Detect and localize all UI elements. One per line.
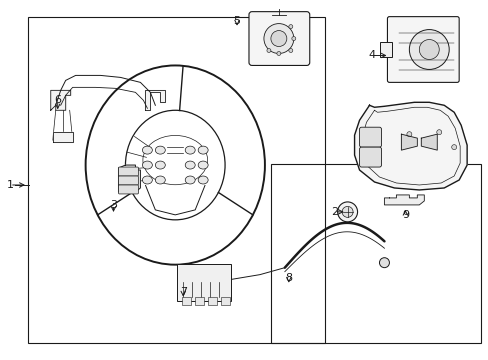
Circle shape	[276, 51, 280, 55]
Circle shape	[264, 24, 293, 54]
Text: 2: 2	[330, 207, 338, 217]
Circle shape	[337, 202, 357, 222]
Ellipse shape	[155, 146, 165, 154]
Polygon shape	[354, 102, 466, 190]
Polygon shape	[421, 134, 436, 150]
Circle shape	[406, 132, 411, 137]
FancyBboxPatch shape	[359, 147, 381, 167]
FancyBboxPatch shape	[182, 297, 190, 305]
Ellipse shape	[142, 161, 152, 169]
Ellipse shape	[185, 146, 195, 154]
FancyBboxPatch shape	[118, 167, 138, 176]
FancyBboxPatch shape	[118, 185, 138, 194]
Circle shape	[451, 145, 456, 150]
Ellipse shape	[198, 161, 208, 169]
FancyBboxPatch shape	[194, 297, 203, 305]
FancyBboxPatch shape	[359, 127, 381, 147]
Circle shape	[342, 206, 352, 217]
Text: 7: 7	[179, 287, 186, 297]
Circle shape	[288, 49, 292, 53]
Circle shape	[408, 30, 448, 69]
Text: 3: 3	[110, 200, 117, 210]
Ellipse shape	[142, 146, 152, 154]
Ellipse shape	[198, 176, 208, 184]
FancyBboxPatch shape	[248, 12, 309, 66]
Circle shape	[270, 31, 286, 46]
Circle shape	[419, 40, 438, 59]
Circle shape	[379, 258, 388, 268]
Text: 8: 8	[285, 273, 292, 283]
Text: 6: 6	[54, 95, 61, 105]
Polygon shape	[401, 134, 416, 150]
FancyBboxPatch shape	[380, 41, 392, 58]
Circle shape	[266, 49, 270, 53]
Ellipse shape	[185, 176, 195, 184]
Polygon shape	[145, 90, 165, 110]
Text: 4: 4	[367, 50, 374, 60]
FancyBboxPatch shape	[118, 176, 138, 185]
Text: 5: 5	[233, 15, 240, 26]
Ellipse shape	[155, 176, 165, 184]
Polygon shape	[384, 195, 424, 205]
Polygon shape	[118, 165, 140, 192]
Text: 1: 1	[6, 180, 13, 190]
Circle shape	[436, 130, 441, 135]
Ellipse shape	[155, 161, 165, 169]
Circle shape	[288, 24, 292, 28]
Polygon shape	[51, 90, 71, 110]
FancyBboxPatch shape	[386, 17, 458, 82]
FancyBboxPatch shape	[207, 297, 216, 305]
FancyBboxPatch shape	[220, 297, 229, 305]
FancyBboxPatch shape	[177, 264, 230, 301]
Circle shape	[291, 37, 295, 41]
Polygon shape	[53, 132, 73, 142]
Ellipse shape	[185, 161, 195, 169]
Text: 9: 9	[401, 210, 408, 220]
Ellipse shape	[142, 176, 152, 184]
Ellipse shape	[198, 146, 208, 154]
